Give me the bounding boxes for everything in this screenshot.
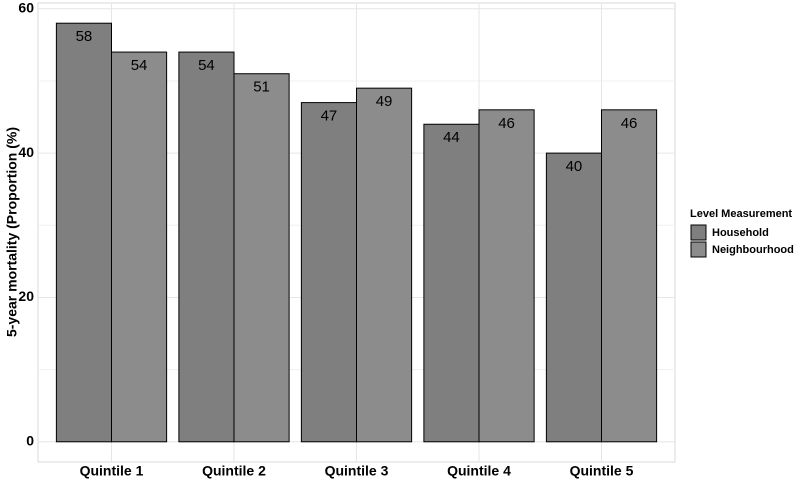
value-label: 54 xyxy=(198,57,215,74)
bar xyxy=(423,123,480,443)
y-tick-label: 20 xyxy=(18,288,34,304)
bar xyxy=(545,152,602,443)
value-label: 58 xyxy=(76,28,93,45)
bar xyxy=(55,22,112,443)
bar xyxy=(300,102,357,443)
value-label: 49 xyxy=(376,93,393,110)
x-tick-label: Quintile 1 xyxy=(80,463,144,479)
value-label: 47 xyxy=(321,108,338,125)
bar xyxy=(111,51,168,443)
y-tick-label: 60 xyxy=(18,0,34,15)
legend-label: Neighbourhood xyxy=(712,244,794,256)
bar xyxy=(601,109,658,443)
value-label: 46 xyxy=(498,115,515,132)
value-label: 44 xyxy=(443,129,460,146)
value-label: 46 xyxy=(621,115,638,132)
bar xyxy=(478,109,535,443)
bar xyxy=(178,51,235,443)
legend-title: Level Measurement xyxy=(690,208,792,220)
value-label: 54 xyxy=(131,57,148,74)
legend-label: Household xyxy=(712,227,769,239)
value-label: 51 xyxy=(253,79,270,96)
bar xyxy=(233,73,290,443)
y-tick-label: 0 xyxy=(26,432,34,448)
legend-key xyxy=(690,224,707,241)
x-tick-label: Quintile 4 xyxy=(447,463,511,479)
x-tick-label: Quintile 2 xyxy=(202,463,266,479)
value-label: 40 xyxy=(566,158,583,175)
bar xyxy=(356,87,413,443)
legend-key xyxy=(690,241,707,258)
y-tick-label: 40 xyxy=(18,144,34,160)
x-tick-label: Quintile 5 xyxy=(570,463,634,479)
x-tick-label: Quintile 3 xyxy=(325,463,389,479)
y-axis-title: 5-year mortality (Proportion (%) xyxy=(4,127,20,337)
